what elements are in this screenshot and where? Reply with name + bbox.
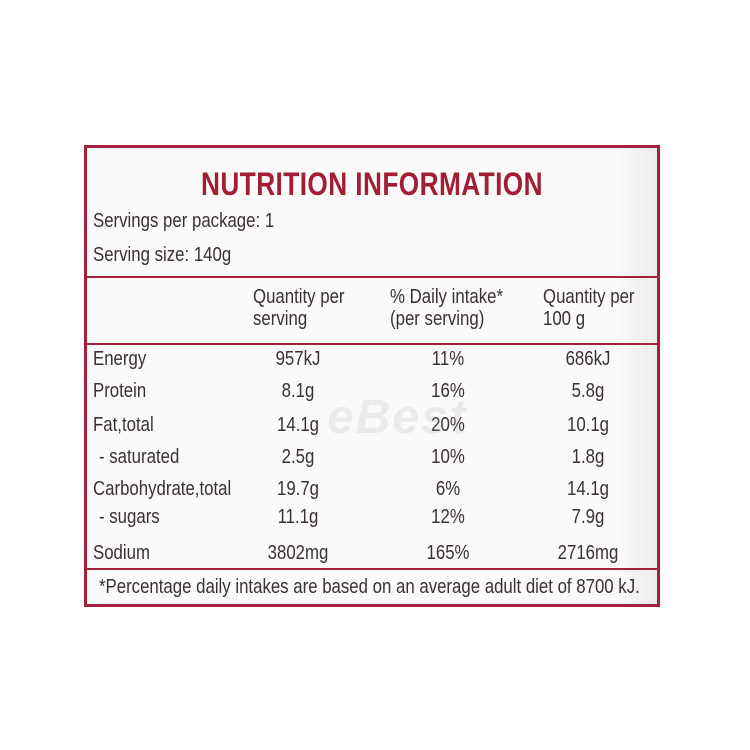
- per-100g-value: 2716mg: [557, 542, 619, 564]
- daily-intake-value: 11%: [431, 348, 465, 370]
- header-quantity-per-serving: Quantity per serving: [253, 286, 345, 330]
- per-100g-value: 686kJ: [565, 348, 611, 370]
- per-serving-value: 19.7g: [276, 478, 320, 500]
- header-line: (per serving): [390, 308, 485, 330]
- per-serving-value: 11.1g: [277, 506, 319, 528]
- nutrient-name: Energy: [93, 348, 147, 370]
- table-row: Energy 957kJ 11% 686kJ: [87, 348, 657, 378]
- daily-intake-value: 12%: [431, 506, 465, 528]
- nutrient-name: Fat,total: [93, 414, 154, 436]
- table-row: Carbohydrate,total 19.7g 6% 14.1g: [87, 478, 657, 508]
- per-100g-value: 5.8g: [571, 380, 605, 402]
- per-serving-value: 957kJ: [275, 348, 321, 370]
- per-serving-value: 3802mg: [267, 542, 329, 564]
- per-100g-value: 10.1g: [566, 414, 610, 436]
- nutrient-name: Carbohydrate,total: [93, 478, 232, 500]
- table-row: Protein 8.1g 16% 5.8g: [87, 380, 657, 410]
- header-line: 100 g: [543, 308, 586, 330]
- daily-intake-value: 20%: [431, 414, 465, 436]
- table-row: - saturated 2.5g 10% 1.8g: [87, 446, 657, 476]
- daily-intake-value: 10%: [431, 446, 465, 468]
- nutrient-name: Sodium: [93, 542, 150, 564]
- nutrient-name: - sugars: [99, 506, 160, 528]
- header-line: Quantity per: [543, 286, 635, 308]
- daily-intake-value: 16%: [431, 380, 465, 402]
- serving-size: Serving size: 140g: [93, 244, 232, 266]
- per-100g-value: 1.8g: [571, 446, 605, 468]
- footnote: *Percentage daily intakes are based on a…: [99, 576, 640, 598]
- table-row: Sodium 3802mg 165% 2716mg: [87, 542, 657, 572]
- per-100g-value: 7.9g: [571, 506, 605, 528]
- per-serving-value: 14.1g: [276, 414, 320, 436]
- header-line: % Daily intake*: [390, 286, 503, 308]
- table-row: Fat,total 14.1g 20% 10.1g: [87, 414, 657, 444]
- servings-per-package: Servings per package: 1: [93, 210, 275, 232]
- per-serving-value: 2.5g: [281, 446, 315, 468]
- divider-top: [87, 276, 657, 278]
- per-100g-value: 14.1g: [566, 478, 610, 500]
- daily-intake-value: 165%: [426, 542, 470, 564]
- header-line: serving: [253, 308, 308, 330]
- daily-intake-value: 6%: [435, 478, 461, 500]
- header-line: Quantity per: [253, 286, 345, 308]
- divider-header: [87, 343, 657, 345]
- nutrient-name: Protein: [93, 380, 147, 402]
- header-quantity-per-100g: Quantity per 100 g: [543, 286, 635, 330]
- divider-footnote: [87, 568, 657, 570]
- panel-title: NUTRITION INFORMATION: [201, 166, 543, 202]
- header-daily-intake: % Daily intake* (per serving): [390, 286, 503, 330]
- nutrient-name: - saturated: [99, 446, 180, 468]
- table-row: - sugars 11.1g 12% 7.9g: [87, 506, 657, 536]
- nutrition-panel: NUTRITION INFORMATION Servings per packa…: [84, 145, 660, 607]
- per-serving-value: 8.1g: [281, 380, 315, 402]
